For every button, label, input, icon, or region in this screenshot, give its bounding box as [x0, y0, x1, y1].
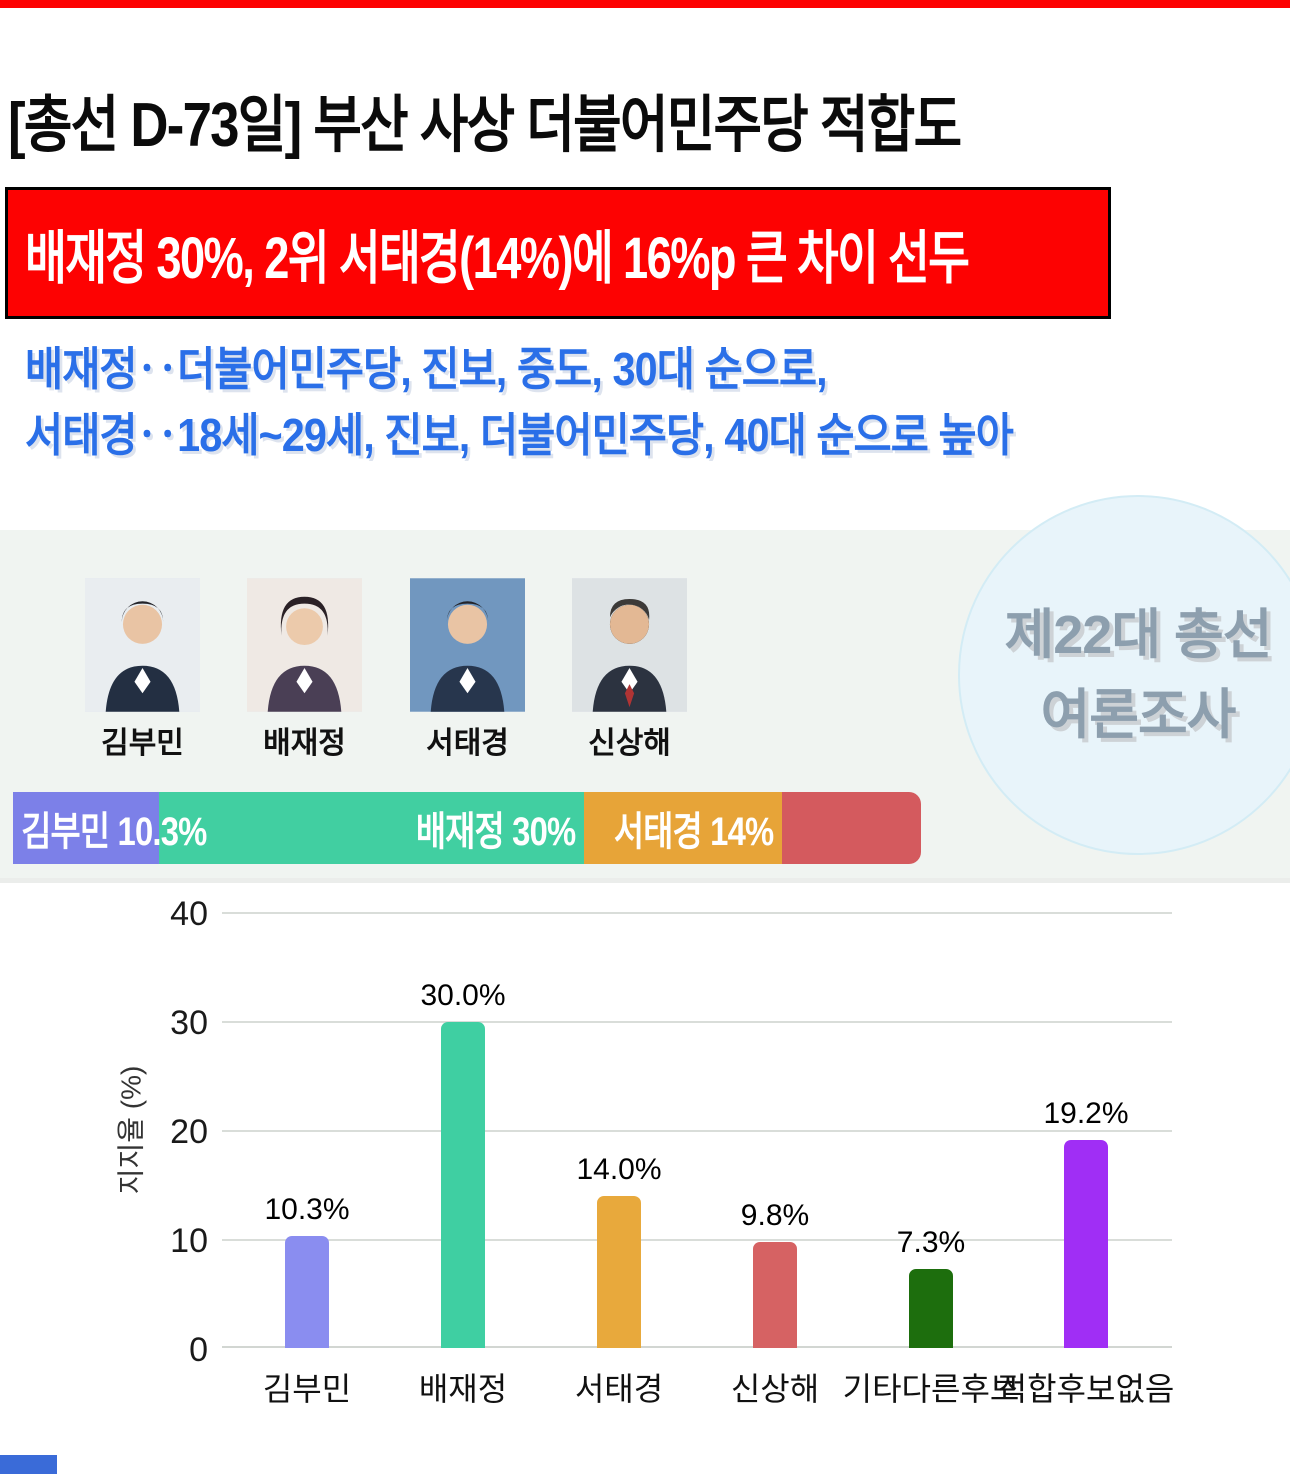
page-title: [총선 D-73일] 부산 사상 더불어민주당 적합도 — [8, 91, 962, 160]
poll-badge: 제22대 총선 여론조사 — [958, 495, 1290, 855]
x-axis-label: 기타다른후보 — [842, 1371, 1020, 1407]
x-axis-label: 배재정 — [418, 1371, 508, 1407]
chart-bar — [285, 1236, 329, 1348]
chart-bar — [441, 1022, 485, 1348]
x-axis-label: 김부민 — [262, 1371, 352, 1407]
x-axis-label: 적합후보없음 — [997, 1371, 1175, 1407]
support-stacked-bar: 김부민 10.3% 배재정 30% 서태경 14% — [13, 792, 921, 864]
gridline-30 — [222, 1021, 1172, 1023]
stacked-segment-shinsanghae — [782, 792, 921, 864]
poll-badge-line-1: 제22대 총선 — [1004, 605, 1273, 665]
chart-column-kimbumin: 10.3% 김부민 — [227, 912, 387, 1407]
gridline-10 — [222, 1239, 1172, 1241]
candidate-photo-baejaejung — [247, 578, 362, 712]
chart-bar — [753, 1242, 797, 1348]
support-bar-chart: 40 30 20 10 0 지지율 (%) 10.3% 김부민 30.0% 배재… — [115, 895, 1175, 1407]
subtitle-line-1: 배재정‥더불어민주당, 진보, 중도, 30대 순으로, — [25, 343, 828, 395]
candidate-photo-kimbumin — [85, 578, 200, 712]
chart-bar — [909, 1269, 953, 1348]
candidate-photo-shinsanghae — [572, 578, 687, 712]
y-tick-0: 0 — [189, 1331, 208, 1369]
bar-value-label: 30.0% — [420, 979, 506, 1012]
y-tick-20: 20 — [170, 1113, 208, 1151]
top-red-strip — [0, 0, 1290, 8]
person-silhouette-icon — [572, 578, 687, 712]
subtitle-line-2: 서태경‥18세~29세, 진보, 더불어민주당, 40대 순으로 높아 — [25, 409, 1014, 461]
bar-value-label: 7.3% — [896, 1226, 966, 1259]
stacked-segment-label: 김부민 10.3% — [21, 810, 207, 854]
y-tick-30: 30 — [170, 1004, 208, 1042]
candidate-photo-seotaekyung — [410, 578, 525, 712]
chart-column-seotaekyung: 14.0% 서태경 — [539, 912, 699, 1407]
person-silhouette-icon — [410, 578, 525, 712]
candidate-name: 배재정 — [263, 727, 346, 760]
bottom-left-accent — [0, 1455, 57, 1474]
bar-value-label: 9.8% — [740, 1199, 810, 1232]
x-axis-label: 서태경 — [574, 1371, 664, 1407]
baseline — [222, 1346, 1172, 1348]
chart-bar — [1064, 1140, 1108, 1348]
candidate-name: 신상해 — [588, 727, 671, 760]
gridline-20 — [222, 1130, 1172, 1132]
chart-column-baejaejung: 30.0% 배재정 — [383, 912, 543, 1407]
stacked-segment-baejaejung: 배재정 30% — [159, 792, 584, 864]
y-tick-10: 10 — [170, 1222, 208, 1260]
banner-text: 배재정 30%, 2위 서태경(14%)에 16%p 큰 차이 선두 — [25, 226, 970, 291]
bar-value-label: 19.2% — [1043, 1097, 1129, 1130]
subtitle-block: 배재정‥더불어민주당, 진보, 중도, 30대 순으로, 서태경‥18세~29세… — [25, 336, 1014, 468]
chart-column-other: 7.3% 기타다른후보 — [843, 912, 1020, 1407]
gridline-40 — [222, 912, 1172, 914]
candidate-name: 서태경 — [426, 727, 509, 760]
bar-value-label: 10.3% — [264, 1193, 350, 1226]
candidate-name: 김부민 — [101, 727, 184, 760]
x-axis-label: 신상해 — [730, 1371, 820, 1407]
person-silhouette-icon — [85, 578, 200, 712]
chart-bar — [597, 1196, 641, 1348]
stacked-segment-seotaekyung: 서태경 14% — [584, 792, 782, 864]
stacked-segment-label: 배재정 30% — [416, 810, 576, 854]
poll-badge-line-2: 여론조사 — [1040, 685, 1237, 745]
chart-column-shinsanghae: 9.8% 신상해 — [695, 912, 855, 1407]
headline-banner: 배재정 30%, 2위 서태경(14%)에 16%p 큰 차이 선두 — [5, 187, 1111, 319]
stacked-segment-kimbumin: 김부민 10.3% — [13, 792, 207, 864]
stacked-segment-label: 서태경 14% — [614, 810, 774, 854]
chart-column-none: 19.2% 적합후보없음 — [998, 912, 1175, 1407]
person-silhouette-icon — [247, 578, 362, 712]
y-axis-title: 지지율 (%) — [115, 1065, 147, 1195]
bar-value-label: 14.0% — [576, 1153, 662, 1186]
y-tick-40: 40 — [170, 895, 208, 933]
